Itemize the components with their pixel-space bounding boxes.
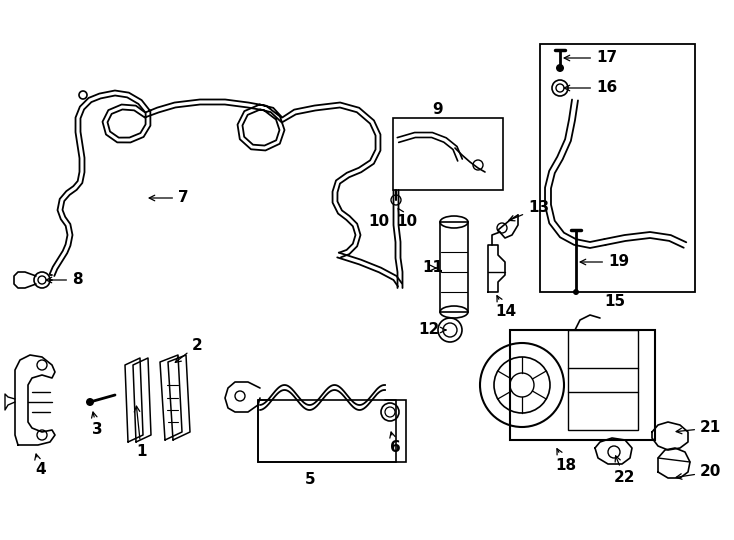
- Text: 7: 7: [149, 191, 189, 206]
- Text: 18: 18: [555, 449, 576, 472]
- Bar: [440, 222, 468, 312]
- Bar: [540, 44, 695, 292]
- Text: 12: 12: [418, 322, 446, 338]
- Text: 14: 14: [495, 296, 516, 320]
- Bar: [568, 330, 638, 430]
- Text: 11: 11: [422, 260, 443, 275]
- Text: 10: 10: [396, 208, 417, 230]
- Text: 3: 3: [92, 412, 103, 437]
- Text: 20: 20: [676, 464, 722, 480]
- Circle shape: [86, 398, 94, 406]
- Text: 19: 19: [580, 254, 629, 269]
- Text: 2: 2: [175, 338, 203, 362]
- Bar: [393, 118, 503, 190]
- Text: 5: 5: [305, 472, 316, 488]
- Text: 15: 15: [604, 294, 625, 309]
- Text: 22: 22: [614, 456, 636, 485]
- Circle shape: [556, 64, 564, 72]
- Text: 1: 1: [134, 406, 147, 460]
- Text: 21: 21: [676, 421, 722, 435]
- Text: 17: 17: [564, 51, 617, 65]
- Text: 8: 8: [46, 273, 83, 287]
- Text: 16: 16: [564, 80, 617, 96]
- Text: 9: 9: [432, 103, 443, 118]
- Bar: [258, 400, 406, 462]
- Text: 6: 6: [390, 432, 401, 456]
- Text: 4: 4: [34, 454, 46, 477]
- Circle shape: [573, 289, 579, 295]
- Bar: [510, 330, 655, 440]
- Text: 10: 10: [368, 214, 389, 230]
- Text: 13: 13: [509, 200, 549, 221]
